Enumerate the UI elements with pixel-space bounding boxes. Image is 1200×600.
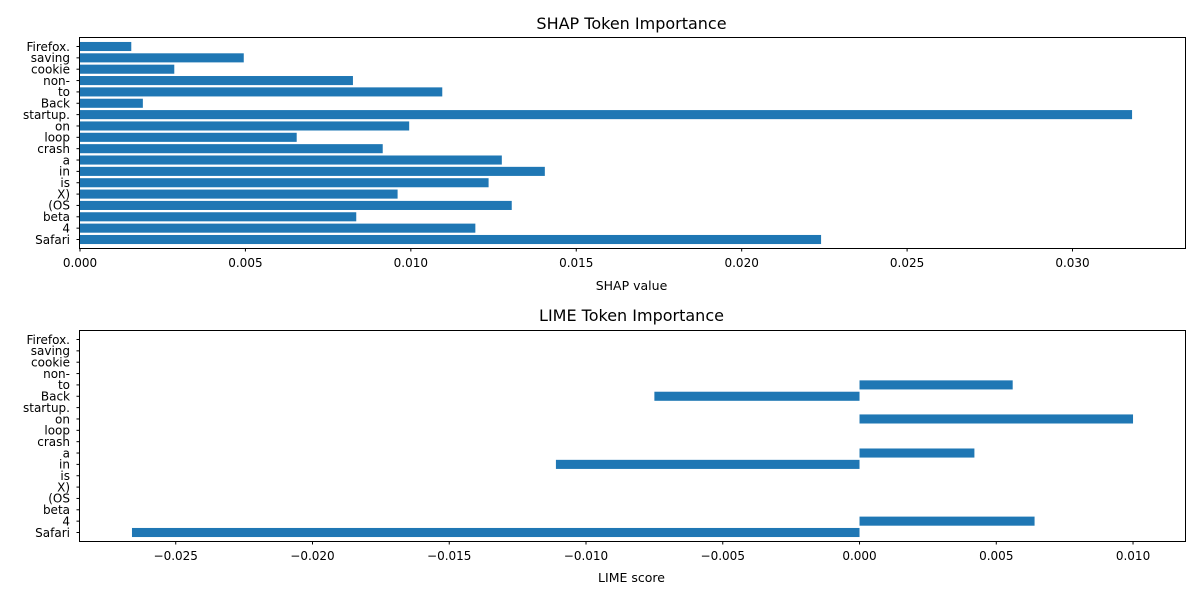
shap-x-tick-label: 0.010	[394, 256, 428, 270]
shap-y-tick-label: Firefox.	[26, 40, 70, 54]
lime-x-tick-label: −0.020	[290, 549, 334, 563]
lime-x-tick-label: −0.005	[701, 549, 745, 563]
lime-x-axis-label: LIME score	[598, 570, 665, 585]
shap-bar-11	[80, 110, 1133, 120]
shap-bar-7	[80, 155, 502, 165]
shap-y-tick-label: Safari	[35, 233, 70, 247]
lime-chart-title: LIME Token Importance	[539, 306, 724, 325]
shap-x-tick-label: 0.025	[890, 256, 924, 270]
lime-x-tick-label: −0.025	[154, 549, 198, 563]
shap-bar-4	[80, 189, 398, 199]
lime-y-tick-label: Back	[41, 390, 70, 404]
lime-bar-1	[859, 516, 1035, 526]
lime-y-tick-label: startup.	[23, 401, 70, 415]
lime-y-ticks: Safari4beta(OSX)isinacrashlooponstartup.…	[23, 333, 80, 540]
lime-y-tick-label: beta	[43, 503, 70, 517]
lime-y-tick-label: in	[59, 458, 70, 472]
lime-bar-0	[131, 527, 860, 538]
shap-y-tick-label: startup.	[23, 108, 70, 122]
shap-bar-0	[80, 234, 822, 245]
shap-y-tick-label: beta	[43, 210, 70, 224]
shap-y-tick-label: non-	[43, 74, 70, 88]
shap-x-tick-label: 0.030	[1055, 256, 1089, 270]
shap-y-tick-label: cookie	[31, 63, 70, 77]
lime-chart: LIME Token Importance Safari4beta(OSX)is…	[23, 306, 1186, 585]
shap-bar-12	[80, 98, 143, 108]
shap-bar-15	[80, 64, 175, 74]
lime-y-tick-label: X)	[57, 480, 70, 494]
shap-y-tick-label: crash	[37, 142, 70, 156]
shap-y-tick-label: saving	[31, 51, 70, 65]
shap-y-tick-label: in	[59, 165, 70, 179]
shap-bar-10	[80, 121, 410, 131]
shap-y-tick-label: a	[63, 153, 70, 167]
lime-y-tick-label: (OS	[48, 492, 70, 506]
lime-bars	[131, 380, 1134, 538]
lime-bar-7	[859, 448, 975, 458]
lime-y-tick-label: saving	[31, 344, 70, 358]
shap-y-tick-label: to	[58, 85, 70, 99]
shap-x-tick-label: 0.015	[559, 256, 593, 270]
shap-x-tick-label: 0.000	[63, 256, 97, 270]
lime-x-tick-label: 0.010	[1116, 549, 1150, 563]
shap-y-tick-label: Back	[41, 97, 70, 111]
shap-y-tick-label: is	[60, 176, 70, 190]
shap-bar-5	[80, 178, 489, 188]
shap-y-tick-label: 4	[62, 221, 70, 235]
shap-y-tick-label: on	[55, 119, 70, 133]
lime-axes-frame	[79, 330, 1186, 542]
shap-bar-9	[80, 132, 297, 142]
shap-x-tick-label: 0.005	[228, 256, 262, 270]
lime-x-tick-label: −0.010	[564, 549, 608, 563]
lime-x-tick-label: 0.005	[979, 549, 1013, 563]
shap-chart: SHAP Token Importance Safari4beta(OSX)is…	[23, 14, 1186, 293]
shap-chart-title: SHAP Token Importance	[536, 14, 726, 33]
shap-bar-17	[80, 41, 132, 52]
shap-x-ticks: 0.000 0.005 0.010 0.015 0.020 0.025 0.030	[63, 248, 1090, 270]
lime-x-tick-label: −0.015	[427, 549, 471, 563]
shap-bar-6	[80, 166, 545, 176]
shap-x-tick-label: 0.020	[724, 256, 758, 270]
shap-bars	[80, 41, 1133, 245]
shap-y-tick-label: loop	[44, 131, 70, 145]
lime-y-tick-label: is	[60, 469, 70, 483]
shap-x-axis-label: SHAP value	[596, 278, 668, 293]
shap-y-tick-label: (OS	[48, 199, 70, 213]
lime-x-tick-label: 0.000	[842, 549, 876, 563]
lime-y-tick-label: to	[58, 378, 70, 392]
lime-y-tick-label: on	[55, 412, 70, 426]
lime-y-tick-label: loop	[44, 424, 70, 438]
lime-y-tick-label: Firefox.	[26, 333, 70, 347]
shap-bar-2	[80, 212, 357, 222]
shap-axes-frame	[79, 37, 1186, 249]
shap-bar-3	[80, 200, 512, 210]
lime-bar-13	[859, 380, 1013, 390]
shap-y-ticks: Safari4beta(OSX)isinacrashlooponstartup.…	[23, 40, 80, 247]
shap-bar-16	[80, 53, 244, 63]
lime-y-tick-label: non-	[43, 367, 70, 381]
lime-bar-10	[859, 414, 1134, 424]
lime-y-tick-label: a	[63, 446, 70, 460]
shap-y-tick-label: X)	[57, 187, 70, 201]
lime-bar-12	[654, 391, 860, 401]
lime-bar-6	[555, 459, 860, 469]
lime-y-tick-label: 4	[62, 514, 70, 528]
shap-bar-1	[80, 223, 476, 233]
shap-bar-14	[80, 76, 353, 86]
shap-bar-8	[80, 144, 383, 154]
lime-y-tick-label: Safari	[35, 526, 70, 540]
shap-bar-13	[80, 87, 443, 97]
lime-y-tick-label: crash	[37, 435, 70, 449]
lime-y-tick-label: cookie	[31, 356, 70, 370]
